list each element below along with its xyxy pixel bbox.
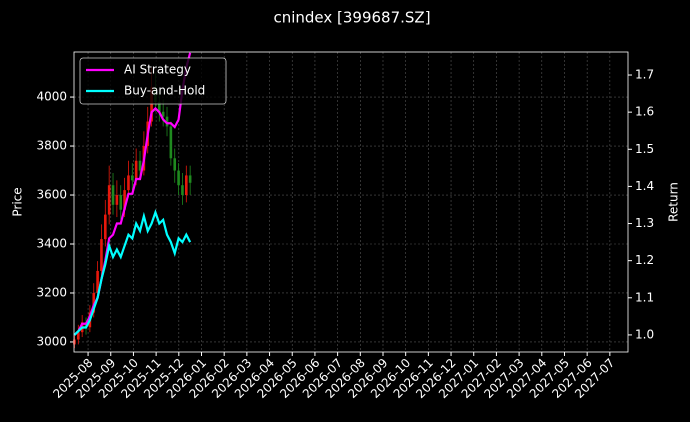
return-line xyxy=(73,52,192,336)
candle-body xyxy=(181,185,184,196)
plot-frame xyxy=(73,51,629,353)
y-tick-label: 3400 xyxy=(36,237,67,251)
legend-label: AI Strategy xyxy=(124,63,191,77)
y-tick-label: 3000 xyxy=(36,334,67,348)
candle-body xyxy=(127,175,130,191)
candle-body xyxy=(131,175,134,181)
candle-body xyxy=(165,116,169,127)
y-tick-label: 3200 xyxy=(36,285,67,299)
y2-tick-label: 1.7 xyxy=(635,68,654,82)
y2-axis-label: Return xyxy=(667,182,681,222)
candle-body xyxy=(150,87,153,122)
candle-body xyxy=(73,339,76,345)
return-line xyxy=(73,209,192,336)
candle-body xyxy=(134,160,138,181)
candle-body xyxy=(123,190,126,210)
candle-body xyxy=(188,175,192,183)
y-tick-label: 3800 xyxy=(36,139,67,153)
candle-body xyxy=(100,239,103,271)
candle-body xyxy=(138,160,142,171)
candle-body xyxy=(119,195,123,210)
candle-body xyxy=(177,170,180,186)
y-tick-label: 3600 xyxy=(36,188,67,202)
candle-body xyxy=(161,111,165,117)
y2-tick-label: 1.5 xyxy=(635,142,654,156)
candle-body xyxy=(96,270,99,293)
y-tick-label: 4000 xyxy=(36,90,67,104)
candle-body xyxy=(92,292,96,313)
legend-box xyxy=(79,57,227,105)
y2-tick-label: 1.2 xyxy=(635,253,654,267)
legend-label: Buy-and-Hold xyxy=(124,84,205,98)
chart-title: cnindex [399687.SZ] xyxy=(273,9,430,27)
candle-body xyxy=(107,185,111,215)
y2-tick-label: 1.6 xyxy=(635,105,654,119)
candle-body xyxy=(77,332,80,340)
candle-body xyxy=(115,195,119,205)
candle-body xyxy=(169,126,173,159)
candle-body xyxy=(173,158,177,171)
y2-tick-label: 1.3 xyxy=(635,216,654,230)
y2-tick-label: 1.4 xyxy=(635,179,654,193)
candle-body xyxy=(184,175,188,196)
candle-body xyxy=(104,214,107,240)
y2-tick-label: 1.0 xyxy=(635,327,654,341)
y-axis-label: Price xyxy=(11,187,25,216)
candle-body xyxy=(111,185,115,205)
candle-body xyxy=(158,101,161,112)
y2-tick-label: 1.1 xyxy=(635,290,654,304)
